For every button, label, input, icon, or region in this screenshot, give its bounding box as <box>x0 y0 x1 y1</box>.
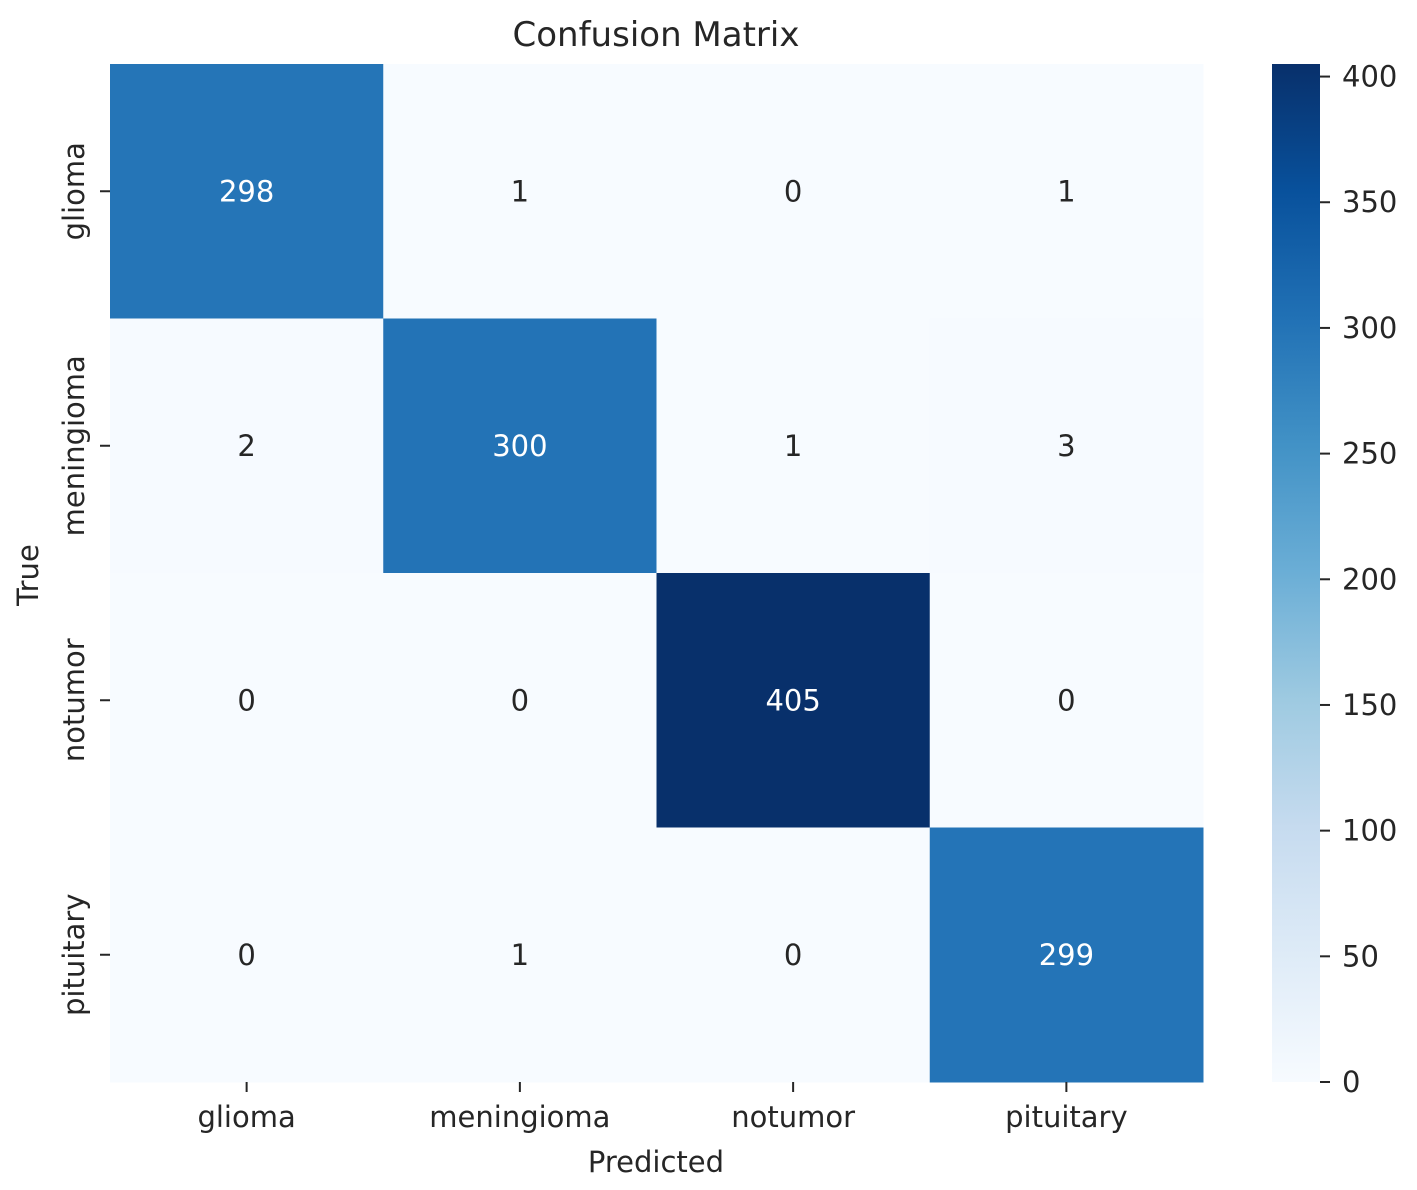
heatmap-cell <box>383 64 657 319</box>
y-tick-label: glioma <box>57 142 91 240</box>
heatmap-cell <box>656 827 931 1083</box>
colorbar-tick-label: 200 <box>1342 562 1397 596</box>
heatmap-cell <box>110 64 384 319</box>
y-axis-label: True <box>11 544 45 607</box>
heatmap-cell <box>110 318 384 574</box>
cell-value-label: 1 <box>511 938 529 972</box>
cell-value-label: 0 <box>784 174 802 208</box>
x-tick-label: glioma <box>197 1100 295 1134</box>
cell-value-label: 1 <box>1057 174 1075 208</box>
cell-value-label: 0 <box>237 683 255 717</box>
heatmap-grid: 298 1 0 12 300 1 30 0 405 00 1 0 299 <box>110 64 1204 1083</box>
cell-value-label: 0 <box>1057 683 1075 717</box>
cell-value-label: 1 <box>511 174 529 208</box>
cell-value-label: 1 <box>784 429 802 463</box>
heatmap-cell <box>929 318 1204 574</box>
colorbar-tick-label: 0 <box>1342 1065 1360 1099</box>
colorbar-ticks: 0 50 100 150 200 250 300 350 400 <box>1320 60 1397 1099</box>
cell-value-label: 298 <box>219 174 274 208</box>
cell-value-label: 0 <box>237 938 255 972</box>
heatmap-cell <box>383 318 657 574</box>
cell-value-label: 300 <box>492 429 547 463</box>
heatmap-cell <box>929 573 1204 828</box>
heatmap-cell <box>110 573 384 828</box>
heatmap-cell <box>656 573 931 828</box>
heatmap-cell <box>383 827 657 1083</box>
colorbar-tick-label: 50 <box>1342 939 1379 973</box>
x-tick-label: pituitary <box>1005 1100 1128 1134</box>
cell-value-label: 405 <box>765 683 820 717</box>
x-tick-label: meningioma <box>429 1100 610 1134</box>
cell-value-label: 0 <box>511 683 529 717</box>
y-tick-label: pituitary <box>57 894 91 1017</box>
y-tick-label: notumor <box>57 638 91 762</box>
cell-value-label: 2 <box>237 429 255 463</box>
y-tick-label: meningioma <box>57 355 91 536</box>
colorbar-tick-label: 250 <box>1342 437 1397 471</box>
heatmap-cell <box>383 573 657 828</box>
colorbar <box>1272 64 1320 1082</box>
heatmap-cell <box>929 827 1204 1083</box>
heatmap-cell <box>110 827 384 1083</box>
x-axis-label: Predicted <box>588 1145 724 1179</box>
heatmap-cell <box>656 64 931 319</box>
heatmap-cell <box>929 64 1204 319</box>
colorbar-tick-label: 100 <box>1342 814 1397 848</box>
heatmap-cell <box>656 318 931 574</box>
cell-value-label: 0 <box>784 938 802 972</box>
x-tick-label: notumor <box>731 1100 855 1134</box>
x-axis-ticks: glioma meningioma notumor pituitary <box>197 1082 1128 1134</box>
colorbar-tick-label: 350 <box>1342 185 1397 219</box>
colorbar-tick-label: 400 <box>1342 60 1397 94</box>
y-axis-ticks: glioma meningioma notumor pituitary <box>57 142 110 1016</box>
cell-value-label: 299 <box>1039 938 1094 972</box>
colorbar-tick-label: 150 <box>1342 688 1397 722</box>
chart-title: Confusion Matrix <box>513 15 800 55</box>
cell-value-label: 3 <box>1057 429 1075 463</box>
colorbar-tick-label: 300 <box>1342 311 1397 345</box>
